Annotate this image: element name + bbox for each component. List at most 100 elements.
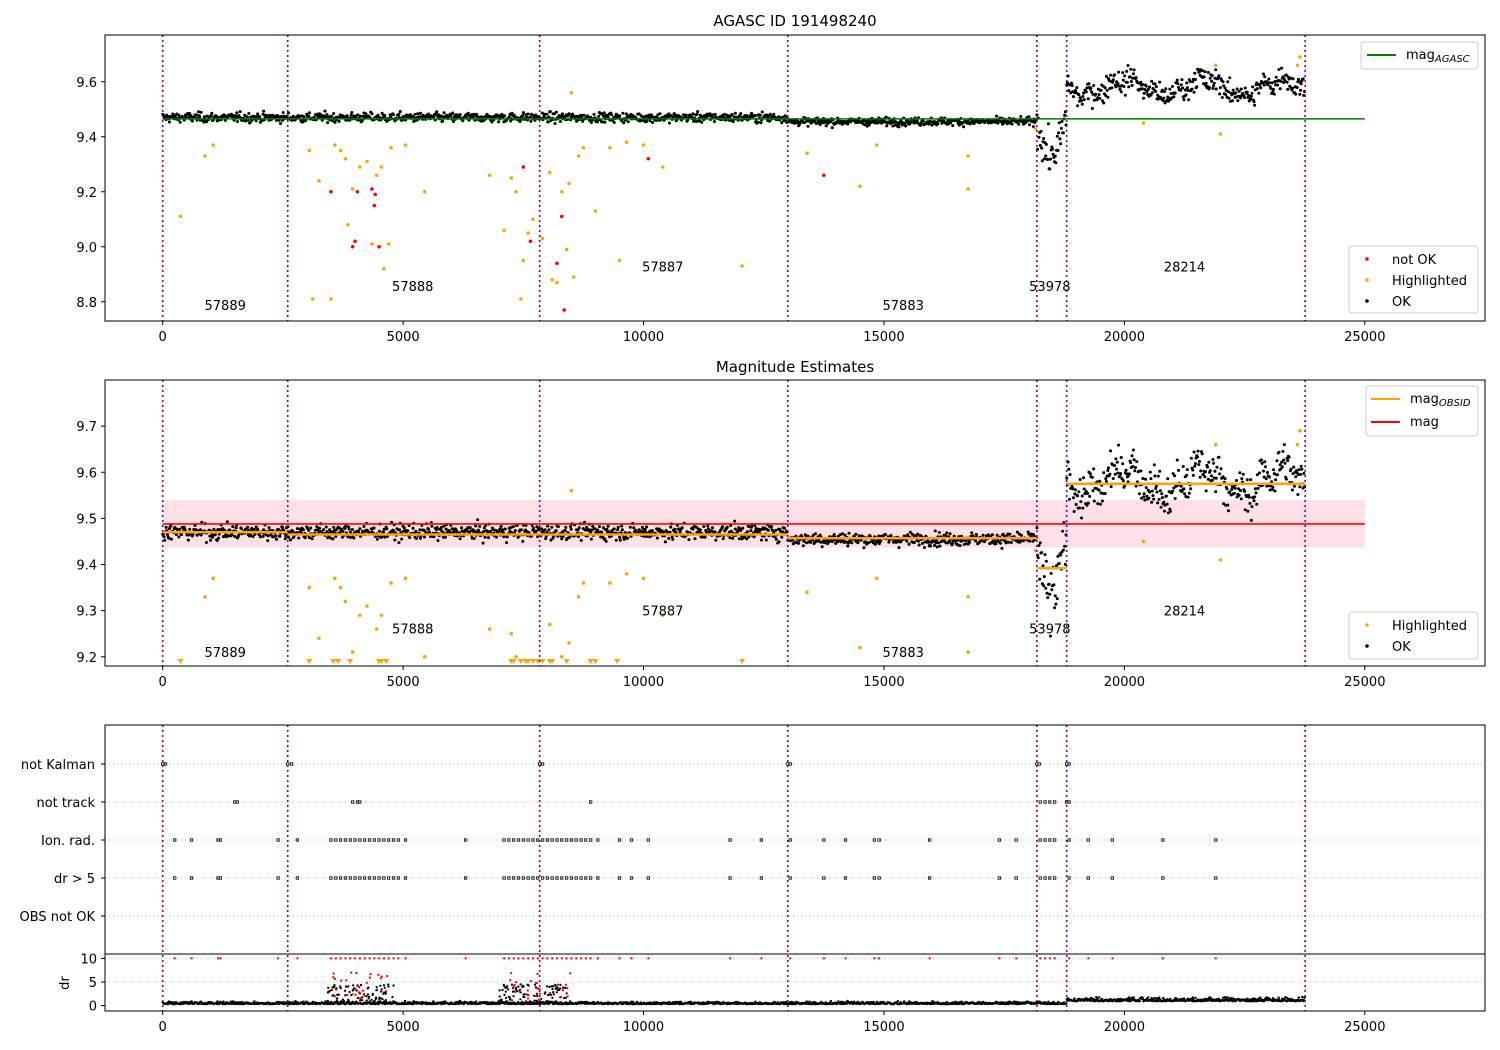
- obsid-label: 28214: [1164, 604, 1205, 619]
- flag-point: [997, 838, 1001, 842]
- flag-point: [276, 838, 280, 842]
- flag-point: [550, 876, 554, 880]
- highlighted-point: [555, 280, 559, 285]
- flag-point: [1214, 876, 1218, 880]
- flag-point: [877, 838, 881, 842]
- legend-label: Highlighted: [1392, 619, 1467, 634]
- flag-point: [1048, 838, 1052, 842]
- x-tick-label: 5000: [387, 330, 420, 345]
- not-ok-point: [646, 156, 651, 161]
- highlighted-point: [858, 645, 862, 650]
- highlighted-point: [593, 209, 598, 213]
- x-tick-label: 20000: [1104, 1020, 1145, 1035]
- highlighted-point: [576, 595, 581, 599]
- highlighted-point: [386, 242, 391, 246]
- highlighted-point: [502, 228, 506, 233]
- dr-scatter-points: [326, 983, 568, 1005]
- highlighted-point: [740, 264, 744, 268]
- flag-point: [596, 838, 600, 842]
- flag-point: [348, 876, 352, 880]
- below-axis-marker: [592, 659, 599, 664]
- flag-point: [877, 876, 881, 880]
- highlighted-point: [966, 595, 970, 599]
- obsid-label: 57888: [392, 280, 433, 295]
- highlighted-point: [307, 585, 312, 590]
- flag-point: [1214, 838, 1218, 842]
- y-tick-label: 8.8: [76, 296, 97, 311]
- legend-box: [1360, 41, 1479, 70]
- flag-point: [584, 838, 588, 842]
- highlighted-point: [1295, 63, 1300, 68]
- flag-point: [1014, 838, 1018, 842]
- not-ok-point: [559, 214, 564, 219]
- highlighted-point: [203, 595, 207, 599]
- y-tick-label: 9.2: [76, 651, 97, 666]
- flag-point: [629, 876, 634, 880]
- highlighted-point: [521, 258, 526, 263]
- flag-point: [163, 762, 168, 766]
- highlighted-point: [660, 613, 665, 618]
- highlighted-point: [1218, 132, 1223, 136]
- not-ok-point: [822, 173, 826, 178]
- x-tick-label: 5000: [387, 1020, 420, 1035]
- flag-point: [788, 838, 792, 842]
- obsid-label: 57889: [205, 646, 246, 661]
- legend-marker: [1365, 257, 1369, 261]
- flag-point: [391, 876, 396, 880]
- flag-point: [339, 838, 343, 842]
- flag-point: [1038, 838, 1042, 842]
- highlighted-point: [550, 277, 554, 282]
- highlighted-point: [343, 599, 348, 604]
- x-tick-label: 20000: [1104, 675, 1145, 690]
- below-axis-marker: [587, 659, 594, 664]
- not-ok-point: [329, 189, 333, 194]
- flag-point: [295, 838, 299, 842]
- flag-point: [759, 838, 763, 842]
- flag-point: [235, 800, 239, 804]
- flag-point: [928, 876, 932, 880]
- flag-point: [1110, 876, 1114, 880]
- flag-point: [339, 876, 343, 880]
- not-ok-point: [555, 261, 559, 266]
- flag-point: [1038, 800, 1042, 804]
- flag-point: [728, 876, 732, 880]
- flag-point: [574, 876, 578, 880]
- below-axis-marker: [330, 659, 337, 664]
- flag-point: [584, 876, 588, 880]
- highlighted-point: [572, 275, 576, 279]
- flag-point: [1053, 876, 1057, 880]
- below-axis-marker: [347, 659, 354, 664]
- highlighted-point: [547, 622, 552, 627]
- highlighted-point: [1213, 442, 1218, 447]
- flag-point: [540, 838, 545, 842]
- highlighted-point: [641, 576, 646, 581]
- y-tick-label: 9.6: [76, 76, 97, 91]
- x-tick-label: 25000: [1344, 1020, 1385, 1035]
- dr-axis-label: dr: [58, 976, 73, 990]
- flag-point: [367, 838, 372, 842]
- below-axis-marker: [335, 659, 342, 664]
- flag-point: [843, 876, 848, 880]
- not-ok-point: [372, 203, 377, 208]
- flag-point: [343, 838, 348, 842]
- highlighted-point: [526, 231, 530, 235]
- flag-point: [997, 876, 1001, 880]
- below-axis-marker: [306, 659, 313, 664]
- below-axis-marker: [529, 659, 536, 664]
- highlighted-point: [576, 154, 581, 158]
- highlighted-point: [203, 154, 207, 158]
- flag-point: [928, 838, 932, 842]
- not-ok-point: [353, 239, 357, 244]
- flag-point: [728, 838, 732, 842]
- flag-point: [1086, 838, 1090, 842]
- highlighted-point: [350, 650, 355, 654]
- flag-row-label: dr > 5: [54, 872, 95, 887]
- highlighted-point: [358, 165, 362, 169]
- flag-point: [403, 876, 408, 880]
- x-tick-label: 15000: [863, 1020, 904, 1035]
- flag-point: [391, 838, 396, 842]
- flag-point: [387, 838, 391, 842]
- legend-marker: [1365, 644, 1369, 648]
- flag-point: [545, 876, 549, 880]
